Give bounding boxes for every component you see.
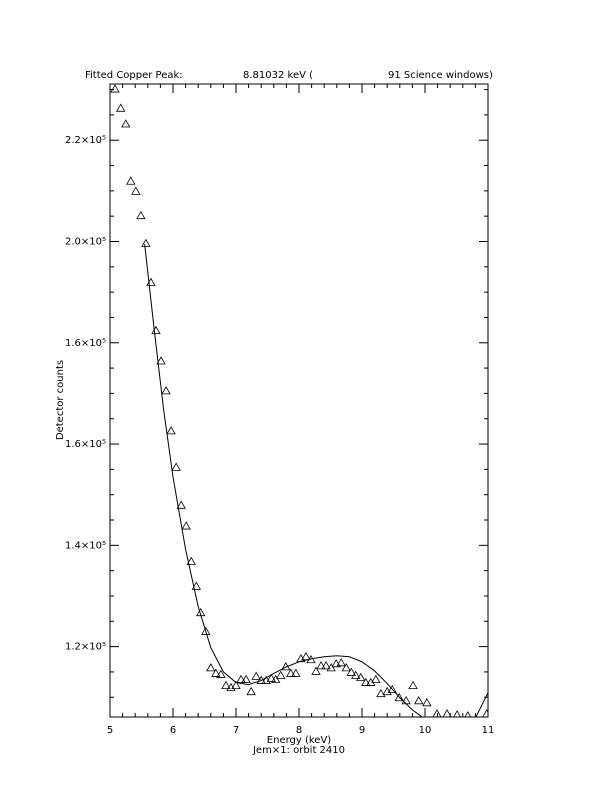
data-point — [311, 666, 321, 675]
data-point — [276, 670, 286, 679]
data-point — [366, 677, 376, 686]
plot-area — [110, 84, 488, 717]
x-tick-label: 9 — [359, 725, 365, 736]
data-point — [321, 661, 331, 670]
data-point — [216, 669, 226, 678]
chart-title: Fitted Copper Peak: — [85, 70, 183, 81]
data-point — [201, 626, 211, 635]
y-tick-label: 1.4×10⁵ — [65, 540, 106, 551]
data-point — [256, 675, 266, 684]
data-point — [371, 674, 381, 683]
data-point — [181, 521, 191, 530]
data-point — [116, 103, 126, 112]
data-point — [291, 668, 301, 677]
data-point — [231, 680, 241, 690]
data-point — [432, 709, 442, 717]
x-tick-label: 6 — [170, 725, 176, 736]
data-point — [131, 186, 141, 195]
data-point — [326, 663, 336, 672]
data-point — [171, 462, 181, 471]
data-point — [241, 674, 251, 683]
data-point — [161, 386, 171, 395]
x-tick-label: 5 — [107, 725, 113, 736]
y-tick-label: 1.6×10⁵ — [65, 338, 106, 349]
data-point — [251, 671, 261, 680]
data-point — [136, 210, 146, 220]
data-point — [482, 709, 488, 717]
fit-line — [144, 243, 488, 717]
data-point — [141, 238, 151, 247]
data-point — [186, 556, 196, 565]
data-point — [191, 581, 201, 590]
data-point — [387, 684, 397, 694]
x-axis-label: Jem×1: orbit 2410 — [252, 745, 345, 756]
data-point — [176, 500, 186, 509]
x-tick-label: 10 — [419, 725, 432, 736]
y-tick-label: 2.0×10⁵ — [65, 236, 106, 247]
data-point — [408, 680, 418, 690]
data-point — [166, 426, 176, 435]
x-axis-label: Energy (keV) — [267, 735, 332, 746]
x-tick-label: 7 — [233, 725, 239, 736]
x-tick-label: 11 — [482, 725, 495, 736]
data-point — [236, 674, 246, 683]
data-point — [341, 663, 351, 672]
data-point — [126, 176, 136, 185]
x-tick-label: 8 — [296, 725, 302, 736]
data-point — [331, 659, 341, 668]
data-point — [266, 673, 276, 682]
y-tick-label: 2.2×10⁵ — [65, 135, 106, 146]
y-tick-label: 1.6×10⁵ — [65, 439, 106, 450]
chart-title: 8.81032 keV ( — [243, 70, 313, 81]
y-axis-label: Detector counts — [55, 360, 66, 440]
data-point — [361, 677, 371, 686]
data-point — [121, 119, 131, 128]
data-point — [422, 698, 432, 707]
data-point — [394, 692, 404, 702]
data-point — [206, 663, 216, 672]
data-point — [221, 680, 231, 690]
data-point — [316, 661, 326, 670]
data-point — [351, 670, 361, 679]
data-point — [156, 356, 166, 365]
data-point — [286, 668, 296, 677]
data-point — [211, 668, 221, 677]
chart-title: 91 Science windows) — [388, 70, 493, 81]
data-point — [414, 695, 424, 705]
data-point — [271, 674, 281, 683]
data-point — [336, 658, 346, 667]
data-point — [110, 84, 120, 93]
data-point — [356, 672, 366, 681]
data-point — [376, 688, 386, 698]
data-point — [453, 710, 462, 717]
y-tick-label: 1.2×10⁵ — [65, 642, 106, 653]
data-point — [246, 686, 256, 696]
data-point — [346, 667, 356, 676]
data-point — [464, 711, 472, 717]
data-point — [442, 709, 452, 717]
